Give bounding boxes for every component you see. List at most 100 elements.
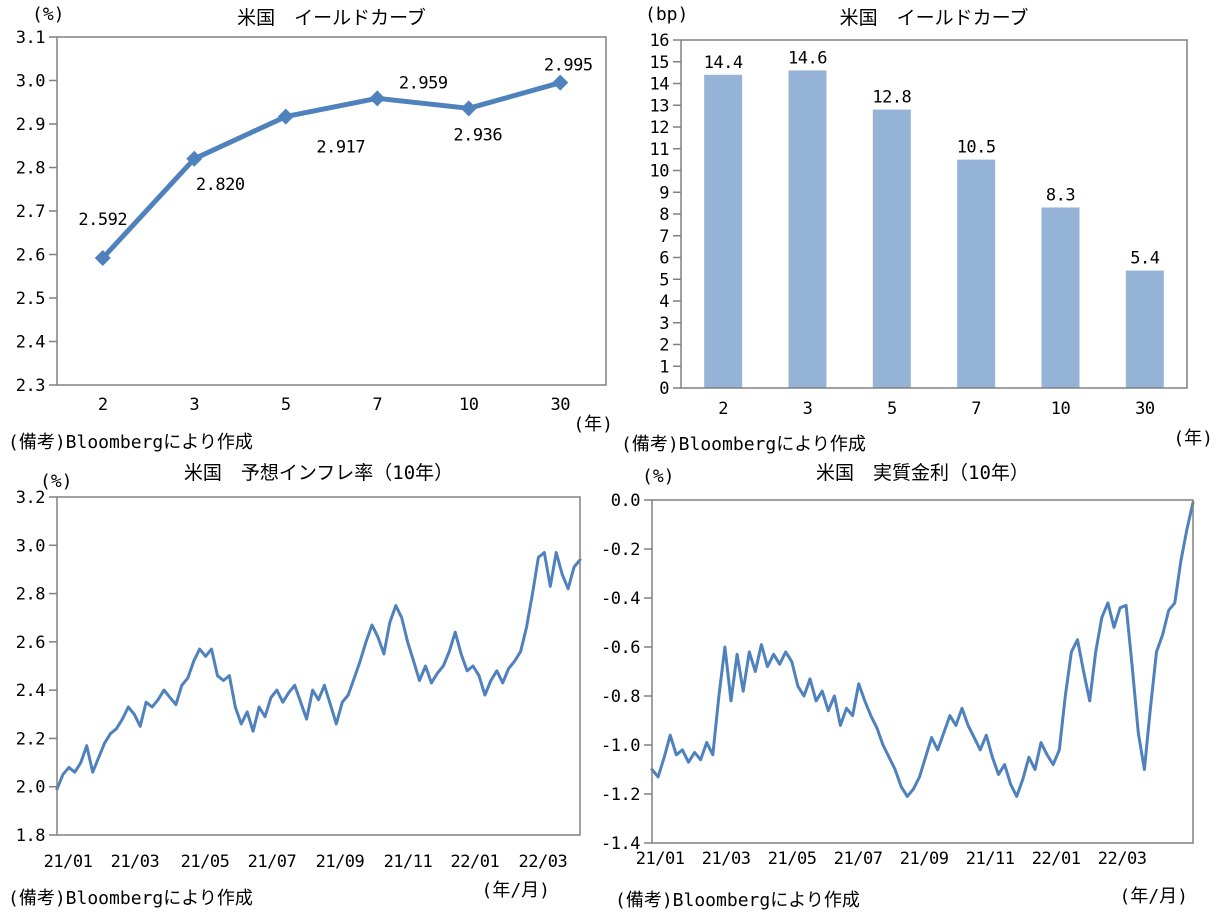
- x-tick-label: 2: [98, 395, 108, 415]
- x-unit-label: (年): [1173, 428, 1213, 449]
- x-tick-label: 21/07: [834, 849, 883, 869]
- x-tick-label: 21/01: [44, 852, 93, 872]
- y-tick-label: 16: [650, 31, 670, 51]
- y-tick-label: 2.6: [16, 633, 45, 653]
- bar-value-label: 8.3: [1046, 185, 1075, 205]
- x-tick-label: 21/03: [111, 852, 160, 872]
- x-tick-label: 21/07: [248, 852, 297, 872]
- chart-title-yield-curve-change: 米国 イールドカーブ: [839, 7, 1029, 29]
- chart-title-real-rate: 米国 実質金利（10年）: [816, 462, 1029, 484]
- x-unit-label: (年/月): [481, 880, 550, 901]
- bar-value-label: 12.8: [872, 88, 911, 108]
- y-unit-label: (%): [40, 471, 73, 492]
- y-tick-label: 3.0: [16, 536, 45, 556]
- x-tick-label: 21/01: [636, 849, 685, 869]
- y-tick-label: -0.2: [601, 540, 640, 560]
- y-tick-label: -0.6: [601, 638, 640, 658]
- y-tick-label: 2.5: [16, 289, 45, 309]
- y-tick-label: 1.8: [16, 826, 45, 846]
- diamond-marker: [369, 90, 386, 107]
- series-line: [100, 80, 563, 261]
- chart-title-expected-inflation: 米国 予想インフレ率（10年）: [183, 462, 454, 484]
- diamond-marker: [277, 108, 294, 125]
- x-unit-label: (年/月): [1119, 886, 1188, 907]
- y-tick-label: -0.8: [601, 687, 640, 707]
- diamond-marker: [552, 74, 569, 91]
- chart-real-rate: 0.0 -0.2 -0.4 -0.6 -0.8 -1.0 -1.2 -1.421/01 21/0…: [601, 491, 1195, 869]
- plot-border: [651, 499, 1194, 844]
- x-tick-label: 22/03: [519, 852, 568, 872]
- y-tick-label: 9: [659, 183, 669, 203]
- x-tick-label: 21/11: [384, 852, 433, 872]
- bar: [872, 109, 911, 388]
- chart-title-yield-curve-level: 米国 イールドカーブ: [237, 7, 426, 29]
- y-tick-label: 12: [650, 118, 669, 138]
- x-tick-label: 5: [887, 399, 897, 419]
- plot-border: [56, 36, 607, 386]
- y-tick-label: 0: [659, 379, 669, 399]
- x-tick-label: 21/03: [702, 849, 751, 869]
- x-tick-label: 7: [372, 395, 382, 415]
- y-tick-label: 2.6: [16, 246, 45, 266]
- point-value-label: 2.592: [78, 210, 127, 230]
- y-tick-label: 5: [659, 270, 669, 290]
- y-tick-label: 2: [659, 336, 669, 356]
- x-tick-label: 10: [1051, 399, 1071, 419]
- y-tick-label: 2.9: [16, 115, 45, 135]
- source-note: (備考)Bloombergにより作成: [615, 890, 860, 911]
- plot-border: [680, 39, 1188, 389]
- x-tick-label: 21/05: [768, 849, 817, 869]
- y-tick-label: 15: [650, 53, 669, 73]
- source-note: (備考)Bloombergにより作成: [8, 888, 253, 909]
- x-unit-label: (年): [573, 414, 613, 435]
- y-tick-label: 3.1: [16, 28, 45, 48]
- y-tick-label: 7: [659, 227, 669, 247]
- x-tick-label: 2: [718, 399, 728, 419]
- y-tick-label: 6: [659, 249, 669, 269]
- bar-value-label: 5.4: [1130, 249, 1159, 269]
- series-line: [650, 501, 1195, 798]
- point-value-label: 2.917: [316, 138, 365, 158]
- x-tick-label: 21/11: [966, 849, 1015, 869]
- y-unit-label: (%): [642, 466, 675, 487]
- chart-yield-curve-level: 3.1 3.0 2.9 2.8 2.7 2.6 2.5 2.4 2.3 2 3 5 7 10 30 2.592…: [16, 28, 607, 415]
- x-tick-label: 22/01: [451, 852, 500, 872]
- y-tick-label: 2.8: [16, 585, 45, 605]
- y-tick-label: 2.2: [16, 729, 45, 749]
- bar-value-label: 10.5: [957, 138, 996, 158]
- series-line: [55, 551, 582, 791]
- y-tick-label: 3: [659, 314, 669, 334]
- diamond-marker: [94, 249, 111, 266]
- x-tick-label: 21/09: [316, 852, 365, 872]
- y-tick-label: -1.2: [601, 785, 640, 805]
- y-tick-label: 2.7: [16, 202, 45, 222]
- x-tick-label: 21/09: [900, 849, 949, 869]
- y-tick-label: 1: [659, 357, 669, 377]
- y-tick-label: 3.2: [16, 488, 45, 508]
- y-tick-label: 2.8: [16, 159, 45, 179]
- bar-value-label: 14.4: [704, 53, 743, 73]
- y-unit-label: (%): [32, 4, 65, 25]
- x-tick-label: 22/03: [1098, 849, 1147, 869]
- bar: [704, 74, 743, 389]
- x-tick-label: 3: [189, 395, 199, 415]
- y-tick-label: 4: [659, 292, 669, 312]
- y-tick-label: 8: [659, 205, 669, 225]
- diamond-marker: [460, 100, 477, 117]
- y-tick-label: 2.4: [16, 681, 45, 701]
- bar: [1125, 270, 1164, 388]
- y-tick-label: 14: [650, 75, 670, 95]
- x-tick-label: 7: [971, 399, 981, 419]
- x-tick-label: 21/05: [181, 852, 230, 872]
- y-tick-label: 11: [650, 140, 670, 160]
- bar: [788, 70, 827, 388]
- y-unit-label: (bp): [645, 4, 689, 25]
- point-value-label: 2.995: [544, 56, 593, 76]
- y-tick-label: -1.0: [601, 736, 640, 756]
- y-tick-label: 2.0: [16, 778, 45, 798]
- x-tick-label: 30: [1135, 399, 1155, 419]
- y-tick-label: 13: [650, 96, 669, 116]
- diamond-marker: [186, 150, 203, 167]
